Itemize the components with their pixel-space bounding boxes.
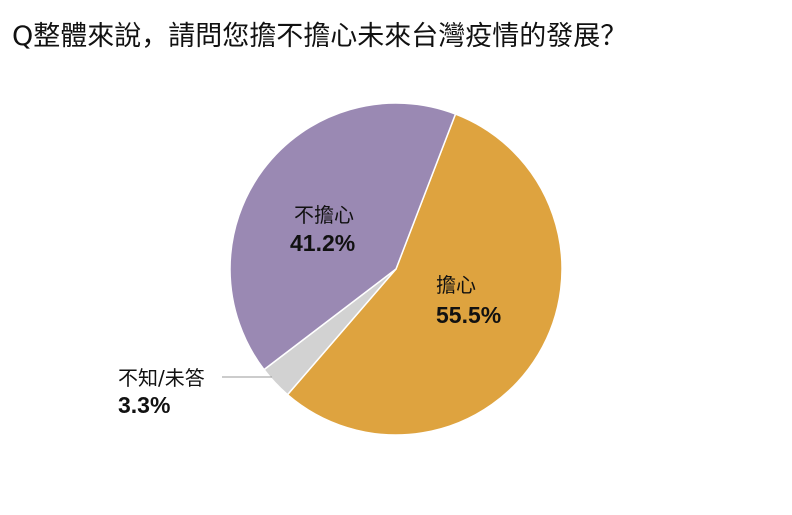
slice-value-worried: 55.5% — [436, 302, 501, 328]
chart-title: Q整體來說，請問您擔不擔心未來台灣疫情的發展？ — [12, 21, 628, 52]
slice-label-worried: 擔心 — [436, 273, 476, 297]
slice-value-unknown: 3.3% — [118, 392, 170, 418]
slice-label-not-worried: 不擔心 — [294, 203, 354, 227]
slice-not-worried — [229, 102, 457, 371]
slice-value-not-worried: 41.2% — [290, 230, 355, 256]
slice-worried — [286, 113, 563, 436]
slice-label-unknown: 不知/未答 — [118, 366, 205, 390]
